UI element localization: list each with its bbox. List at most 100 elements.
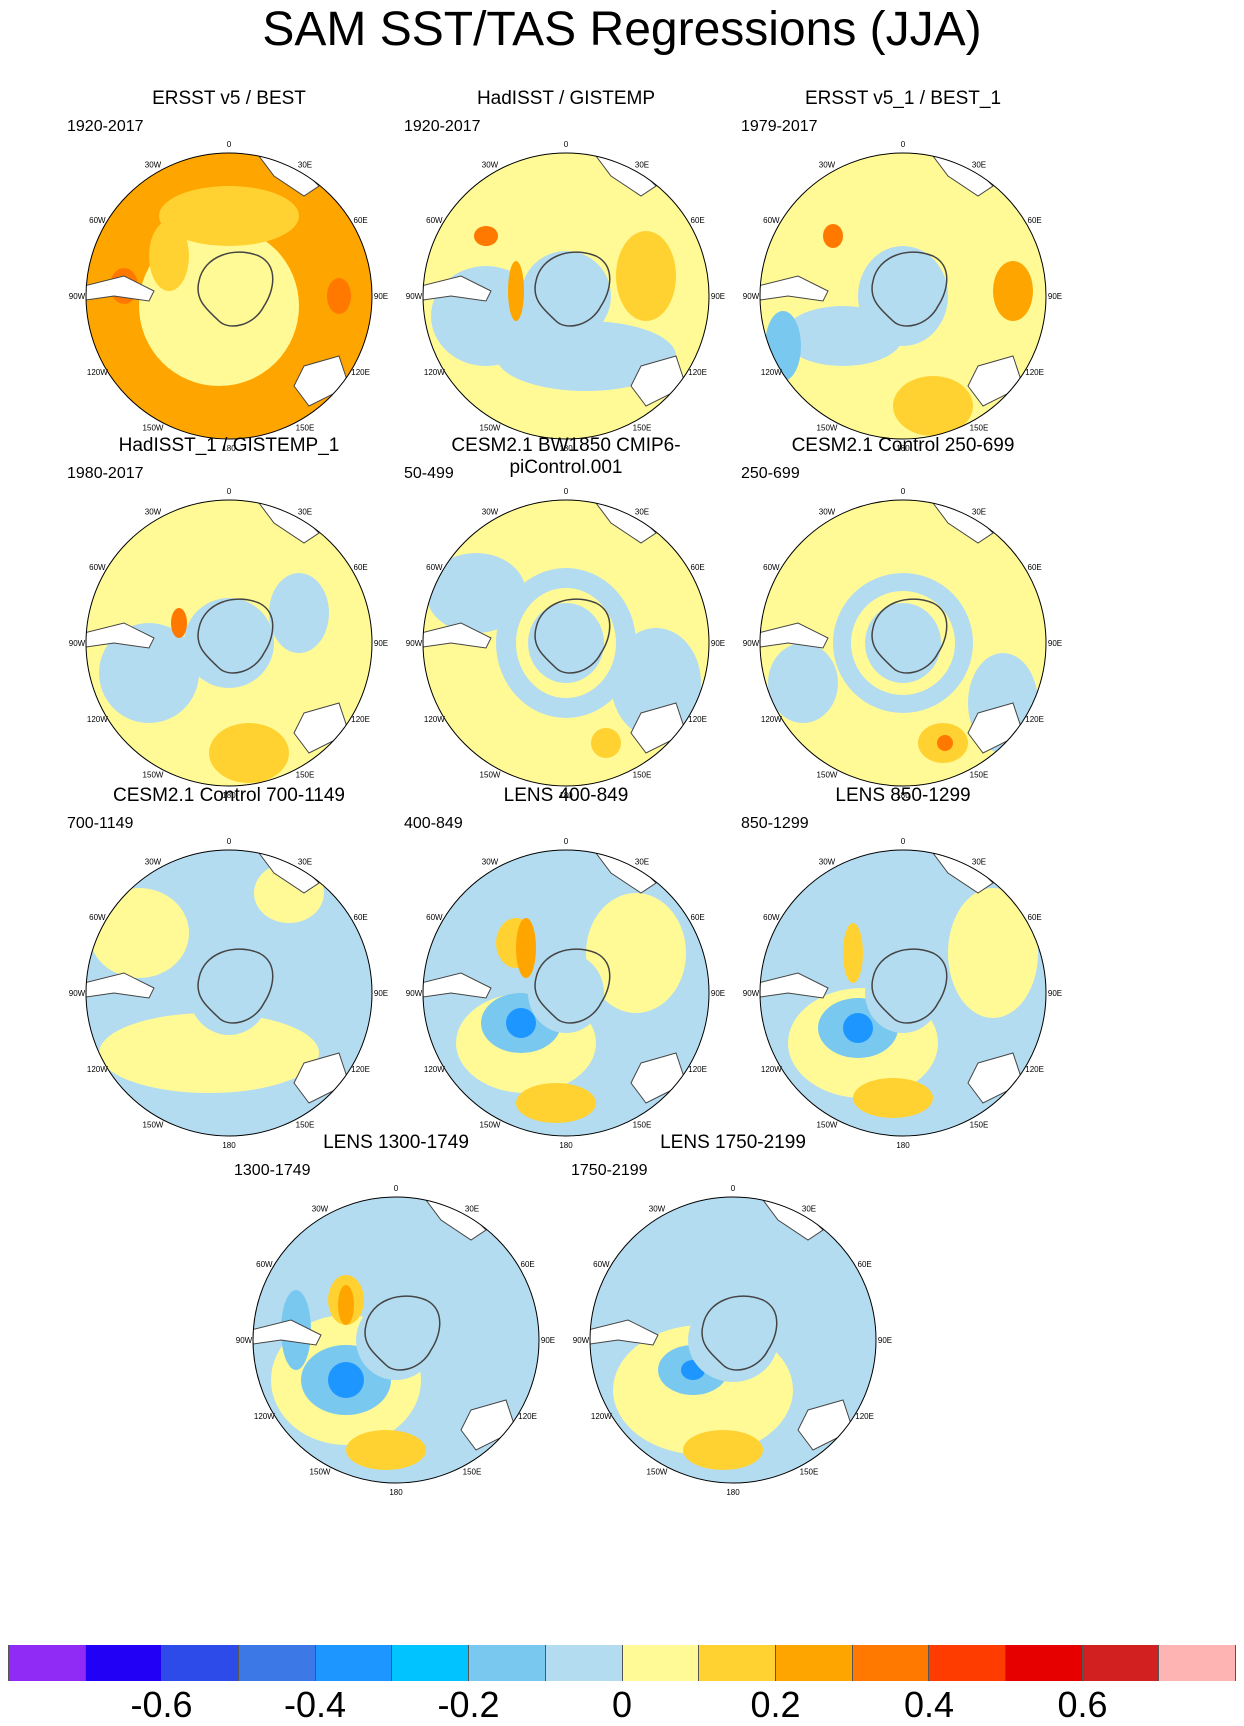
longitude-label: 90W	[69, 639, 86, 648]
longitude-label: 0	[731, 1184, 736, 1193]
longitude-label: 30W	[145, 507, 162, 516]
longitude-label: 0	[564, 140, 569, 149]
map-boundary	[85, 849, 373, 1137]
anomaly-region	[893, 376, 973, 436]
australia-landmass	[293, 355, 350, 407]
antarctica-coastline	[197, 948, 274, 1024]
colorbar-swatch	[852, 1645, 930, 1681]
anomaly-region	[688, 1298, 778, 1382]
panel-period: 1920-2017	[404, 118, 481, 135]
longitude-label: 120E	[855, 1412, 874, 1421]
polar-map: 0 30E 60E 90E 120E 150E 180 150W 120W 90W 60W 30W	[406, 487, 725, 800]
longitude-label: 120E	[351, 368, 370, 377]
colorbar-label: -0.4	[283, 1684, 347, 1725]
map-panel: ERSST v5 / BEST 1920-2017 0 30E 60E 90E 120E 15…	[59, 88, 399, 458]
panel-period: 1920-2017	[67, 118, 144, 135]
longitude-label: 150E	[296, 1121, 315, 1130]
panel-title: ERSST v5_1 / BEST_1	[804, 88, 1002, 109]
longitude-label: 150W	[817, 771, 838, 780]
south-america-landmass	[590, 1319, 659, 1346]
longitude-label: 90W	[406, 989, 423, 998]
anomaly-region	[937, 735, 953, 751]
longitude-label: 0	[564, 837, 569, 846]
panel-period: 1979-2017	[741, 118, 818, 135]
anomaly-region	[516, 1083, 596, 1123]
colorbar-label: 0.6	[1057, 1684, 1108, 1725]
longitude-label: 30E	[972, 160, 986, 169]
longitude-label: 30W	[482, 857, 499, 866]
longitude-label: 60E	[1028, 563, 1042, 572]
panel-period: 250-699	[741, 465, 800, 482]
anomaly-region	[508, 261, 524, 321]
longitude-label: 150W	[143, 424, 164, 433]
panel-title: HadISST_1 / GISTEMP_1	[118, 435, 340, 456]
longitude-label: 30E	[635, 507, 649, 516]
south-america-landmass	[86, 275, 155, 302]
map-boundary	[759, 152, 1047, 440]
panel-period: 400-849	[404, 815, 463, 832]
longitude-label: 180	[222, 1141, 236, 1150]
polar-map: 0 30E 60E 90E 120E 150E 180 150W 120W 90W 60W 30W	[406, 837, 725, 1150]
map-boundary	[422, 499, 710, 787]
longitude-label: 60W	[763, 563, 780, 572]
longitude-label: 120W	[424, 1065, 445, 1074]
longitude-label: 60W	[593, 1260, 610, 1269]
longitude-label: 0	[564, 487, 569, 496]
longitude-label: 90E	[541, 1336, 555, 1345]
anomaly-region	[328, 1362, 364, 1398]
longitude-label: 0	[901, 487, 906, 496]
anomaly-region	[269, 573, 329, 653]
longitude-label: 150E	[970, 424, 989, 433]
longitude-label: 0	[227, 140, 232, 149]
panel-title: CESM2.1 Control 250-699	[791, 435, 1015, 456]
longitude-label: 150W	[143, 1121, 164, 1130]
longitude-label: 150W	[480, 1121, 501, 1130]
longitude-label: 150W	[817, 424, 838, 433]
anomaly-region	[327, 278, 351, 314]
longitude-label: 30W	[145, 857, 162, 866]
longitude-label: 90W	[743, 292, 760, 301]
panel-period: 1980-2017	[67, 465, 144, 482]
polar-map: 0 30E 60E 90E 120E 150E 180 150W 120W 90W 60W 30W	[236, 1184, 555, 1497]
panel-title: LENS 850-1299	[835, 785, 971, 806]
antarctica-coastline	[197, 251, 274, 327]
longitude-label: 30W	[145, 160, 162, 169]
longitude-label: 150E	[296, 771, 315, 780]
longitude-label: 0	[394, 1184, 399, 1193]
anomaly-region	[149, 221, 189, 291]
colorbar-swatch	[1159, 1645, 1236, 1681]
anomaly-region	[506, 1008, 536, 1038]
longitude-label: 90E	[711, 639, 725, 648]
antarctica-coastline	[871, 948, 948, 1024]
longitude-label: 150E	[633, 424, 652, 433]
longitude-label: 30W	[819, 160, 836, 169]
anomaly-region	[171, 608, 187, 638]
longitude-label: 60W	[426, 216, 443, 225]
panel-title: HadISST / GISTEMP	[476, 88, 656, 109]
longitude-label: 150W	[310, 1468, 331, 1477]
map-panel: ERSST v5_1 / BEST_1 1979-2017 0 30E 60E 90E 12…	[733, 88, 1073, 458]
polar-map: 0 30E 60E 90E 120E 150E 180 150W 120W 90W 60W 30W	[743, 140, 1062, 453]
colorbar-swatch	[85, 1645, 163, 1681]
colorbar-label: 0.4	[903, 1684, 955, 1725]
longitude-label: 120E	[351, 1065, 370, 1074]
panel-title: LENS 400-849	[503, 785, 629, 806]
longitude-label: 60E	[858, 1260, 872, 1269]
south-america-landmass	[423, 622, 492, 649]
longitude-label: 60E	[354, 563, 368, 572]
longitude-label: 120W	[761, 1065, 782, 1074]
australia-landmass	[797, 1399, 854, 1451]
anomaly-region	[474, 226, 498, 246]
south-america-landmass	[86, 972, 155, 999]
map-panel: HadISST / GISTEMP 1920-2017 0 30E 60E 90E 120E…	[396, 88, 736, 458]
longitude-label: 0	[227, 487, 232, 496]
colorbar-label: 0	[611, 1684, 633, 1725]
longitude-label: 150W	[647, 1468, 668, 1477]
south-america-landmass	[760, 622, 829, 649]
map-panel: LENS 850-1299 850-1299 0 30E 60E 90E 120E 150E 1…	[733, 785, 1073, 1155]
map-panel: CESM2.1 Control 250-699 250-699 0 30E 60E 90E…	[733, 435, 1073, 805]
longitude-label: 60E	[691, 913, 705, 922]
longitude-label: 0	[901, 837, 906, 846]
longitude-label: 90W	[69, 292, 86, 301]
longitude-label: 30E	[298, 857, 312, 866]
